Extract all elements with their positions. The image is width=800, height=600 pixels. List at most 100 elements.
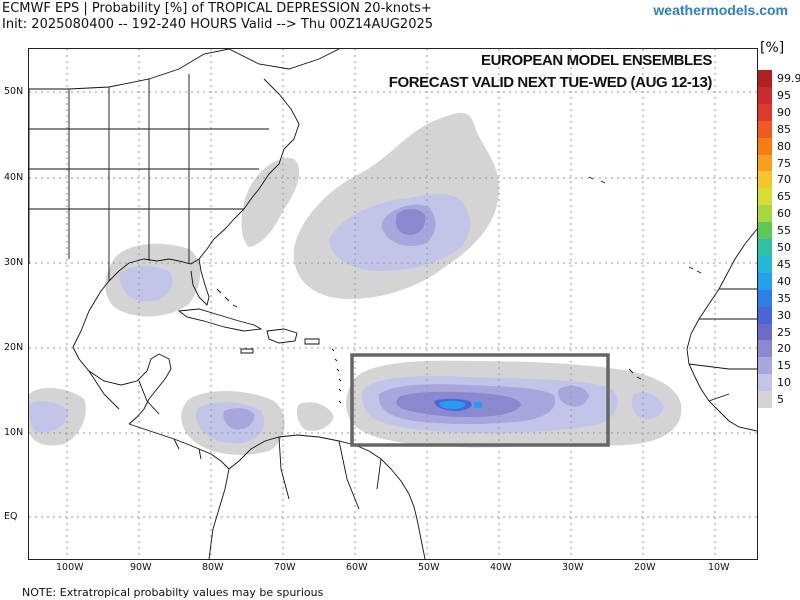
graticule [29, 49, 757, 559]
colorbar-label-55: 55 [777, 224, 791, 238]
lat-label-10n: 10N [4, 427, 24, 438]
lat-label-40n: 40N [4, 172, 24, 183]
prob-shade-gulf-10 [119, 266, 173, 302]
colorbar [758, 70, 772, 409]
sa-borders [278, 436, 382, 510]
colorbar-label-95: 95 [777, 88, 791, 102]
overlay-subheading: FORECAST VALID NEXT TUE-WED (AUG 12-13) [388, 74, 713, 91]
coast-azores [588, 176, 606, 184]
colorbar-cell-5 [758, 391, 772, 409]
coast-south-america-west [208, 468, 230, 559]
colorbar-cell-35 [758, 289, 772, 308]
coast-hispaniola [266, 328, 298, 344]
coastlines [29, 49, 757, 559]
colorbar-cell-95 [758, 86, 772, 105]
colorbar-label-65: 65 [777, 190, 791, 204]
colorbar-cell-80 [758, 137, 772, 155]
coast-cuba [177, 308, 263, 332]
lon-label-80w: 80W [202, 562, 224, 573]
overlay-heading: EUROPEAN MODEL ENSEMBLES [481, 52, 712, 69]
colorbar-label-80: 80 [777, 139, 791, 153]
prob-35-layer [439, 400, 482, 409]
coast-mexico [72, 346, 172, 425]
title-line-2: Init: 2025080400 -- 192-240 HOURS Valid … [2, 17, 434, 32]
colorbar-cell-45 [758, 255, 772, 274]
us-borders [29, 74, 269, 281]
lon-label-20w: 20W [634, 562, 656, 573]
coast-canary [688, 266, 702, 274]
prob-shade-east-10 [631, 392, 664, 419]
colorbar-label-35: 35 [777, 291, 791, 305]
colorbar-label-15: 15 [777, 359, 791, 373]
colorbar-cell-65 [758, 188, 772, 206]
colorbar-label-99-9: 99.9 [777, 72, 800, 85]
coast-lesser-antilles [331, 348, 342, 404]
africa-borders [688, 288, 757, 402]
colorbar-cell-60 [758, 205, 772, 223]
coast-florida [190, 258, 210, 306]
colorbar-cell-90 [758, 103, 772, 122]
coast-cape-verde [628, 368, 642, 380]
prob-shade-atlantic-20 [395, 208, 426, 235]
colorbar-cell-30 [758, 306, 772, 324]
ca-borders [88, 370, 202, 460]
colorbar-cell-40 [758, 272, 772, 291]
highlight-box [350, 353, 610, 447]
lat-label-eq: EQ [4, 511, 18, 522]
colorbar-label-70: 70 [777, 173, 791, 187]
lon-label-60w: 60W [346, 562, 368, 573]
colorbar-cell-75 [758, 154, 772, 172]
colorbar-cell-99-9 [758, 70, 772, 88]
prob-shade-mdr-35 [439, 400, 466, 409]
colorbar-label-75: 75 [777, 156, 791, 170]
colorbar-label-25: 25 [777, 325, 791, 339]
colorbar-label-90: 90 [777, 105, 791, 119]
colorbar-label-45: 45 [777, 257, 791, 271]
colorbar-label-85: 85 [777, 122, 791, 136]
colorbar-cell-55 [758, 222, 772, 240]
footer-note: NOTE: Extratropical probabilty values ma… [22, 586, 324, 599]
lat-label-30n: 30N [4, 257, 24, 268]
map-canvas [29, 49, 757, 559]
lon-label-50w: 50W [418, 562, 440, 573]
lon-label-90w: 90W [130, 562, 152, 573]
prob-shade-mdr-35b [474, 402, 482, 408]
map-panel [28, 48, 758, 560]
lon-label-10w: 10W [708, 562, 730, 573]
lon-label-40w: 40W [490, 562, 512, 573]
lat-label-50n: 50N [4, 86, 24, 97]
brand-link[interactable]: weathermodels.com [653, 2, 788, 18]
lon-label-70w: 70W [274, 562, 296, 573]
prob-shade-mdr-east-15 [558, 385, 589, 407]
colorbar-label-50: 50 [777, 241, 791, 254]
lat-label-20n: 20N [4, 342, 24, 353]
prob-shade-carib-15 [223, 407, 255, 430]
colorbar-unit: [%] [760, 40, 785, 56]
colorbar-cell-20 [758, 340, 772, 358]
lon-label-100w: 100W [56, 562, 84, 573]
colorbar-cell-15 [758, 357, 772, 375]
coast-jamaica [240, 348, 254, 354]
prob-shade-lesser-antilles [296, 402, 334, 431]
colorbar-cell-10 [758, 374, 772, 392]
coast-central-america [128, 423, 230, 470]
prob-shade-eastpac-10 [29, 401, 69, 433]
coast-bahamas [216, 288, 238, 308]
coast-africa [686, 228, 757, 432]
colorbar-label-40: 40 [777, 274, 791, 288]
colorbar-cell-85 [758, 120, 772, 139]
colorbar-label-20: 20 [777, 342, 791, 356]
colorbar-label-10: 10 [777, 376, 791, 390]
colorbar-label-5: 5 [777, 393, 784, 407]
colorbar-label-60: 60 [777, 207, 791, 221]
coast-south-america [228, 434, 426, 559]
prob-shade-usnortheast [241, 158, 300, 247]
colorbar-cell-25 [758, 323, 772, 341]
colorbar-label-30: 30 [777, 308, 791, 322]
colorbar-cell-70 [758, 171, 772, 189]
lon-label-30w: 30W [562, 562, 584, 573]
title-line-1: ECMWF EPS | Probability [%] of TROPICAL … [2, 1, 432, 16]
colorbar-cell-50 [758, 239, 772, 257]
coast-puerto-rico [304, 338, 320, 345]
